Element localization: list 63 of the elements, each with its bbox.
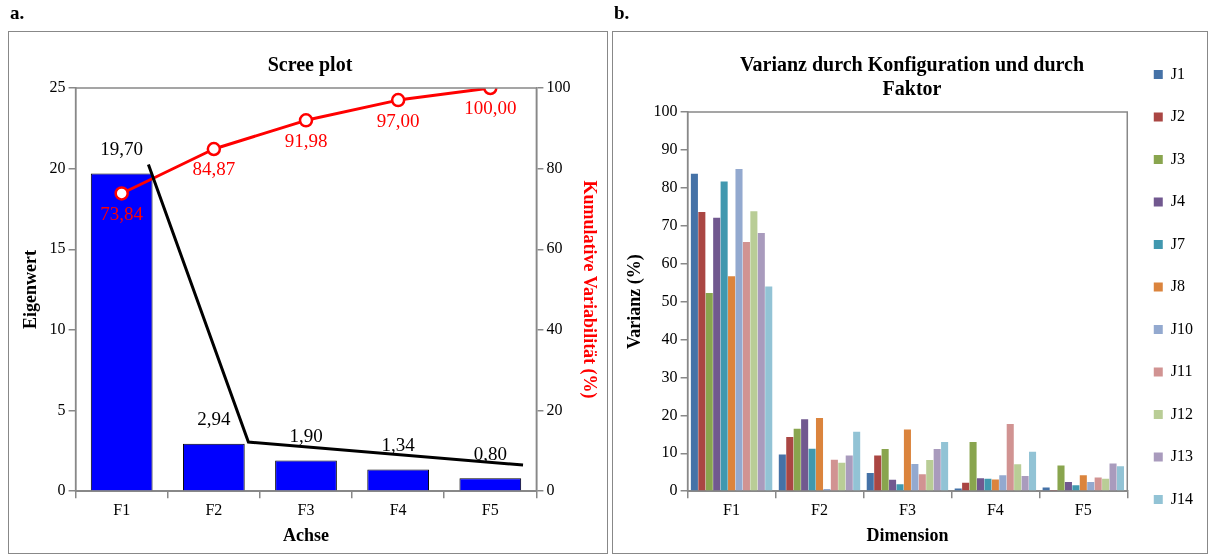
x-tick-label: F4 <box>389 501 407 518</box>
legend-label: J7 <box>1170 234 1186 252</box>
y-axis-title: Varianz (%) <box>624 254 646 350</box>
y-tick-label: 100 <box>653 102 678 120</box>
y-tick-label: 60 <box>661 253 678 271</box>
data-label: 1,90 <box>289 425 323 447</box>
data-label: 100,00 <box>464 97 517 119</box>
y-tick-label: 40 <box>661 329 678 347</box>
y-tick-label: 90 <box>661 140 678 158</box>
y2-tick-label: 100 <box>546 78 571 96</box>
y-tick-label: 15 <box>49 239 66 257</box>
x-tick-label: F1 <box>723 501 741 518</box>
x-axis-title: Dimension <box>866 524 949 545</box>
x-tick-label: F3 <box>898 501 916 518</box>
y-tick-label: 10 <box>49 320 66 338</box>
text: a. <box>10 2 25 24</box>
data-label: 91,98 <box>284 129 328 151</box>
legend-label: J11 <box>1170 362 1193 380</box>
legend-label: J3 <box>1170 149 1186 167</box>
y2-tick-label: 60 <box>546 239 563 257</box>
data-label: 1,34 <box>381 434 416 456</box>
y-tick-label: 0 <box>57 481 66 499</box>
legend-label: J14 <box>1170 489 1194 507</box>
data-label: 0,80 <box>473 442 507 464</box>
x-tick-label: F5 <box>481 501 499 518</box>
y-tick-label: 10 <box>661 443 678 461</box>
text: b. <box>614 2 630 24</box>
data-label: 84,87 <box>192 158 236 180</box>
y2-tick-label: 40 <box>546 320 563 338</box>
y2-tick-label: 20 <box>546 400 563 418</box>
x-tick-label: F2 <box>205 501 223 518</box>
legend-label: J4 <box>1170 192 1186 210</box>
y-tick-label: 30 <box>661 367 678 385</box>
y2-axis-title: Kumulative Variabilität (%) <box>578 180 600 399</box>
x-tick-label: F2 <box>811 501 828 518</box>
y2-tick-label: 80 <box>546 158 563 176</box>
y-tick-label: 0 <box>669 481 678 499</box>
legend-label: J10 <box>1170 319 1194 337</box>
legend-label: J8 <box>1170 277 1186 295</box>
y-tick-label: 80 <box>661 178 678 196</box>
legend-label: J1 <box>1170 64 1186 82</box>
x-tick-label: F4 <box>986 501 1004 518</box>
data-label: 19,70 <box>100 137 144 159</box>
chart-title: Varianz durch Konfiguration und durch Faktor <box>739 53 1085 100</box>
x-tick-label: F3 <box>297 501 315 518</box>
y2-tick-label: 0 <box>546 481 555 499</box>
legend-label: J2 <box>1170 107 1186 125</box>
y-tick-label: 5 <box>57 400 66 418</box>
y-tick-label: 25 <box>49 78 66 96</box>
y-tick-label: 20 <box>49 158 66 176</box>
x-tick-label: F5 <box>1074 501 1092 518</box>
y-tick-label: 20 <box>661 405 678 423</box>
legend-label: J13 <box>1170 447 1194 465</box>
x-tick-label: F1 <box>113 501 131 518</box>
y-tick-label: 50 <box>661 291 678 309</box>
chart-title: Scree plot <box>267 53 353 77</box>
data-label: 2,94 <box>197 408 231 430</box>
data-label: 73,84 <box>100 202 144 224</box>
x-axis-title: Achse <box>283 524 329 545</box>
data-label: 97,00 <box>376 109 420 131</box>
y-tick-label: 70 <box>661 215 678 233</box>
y-axis-title: Eigenwert <box>20 250 41 330</box>
legend-label: J12 <box>1170 404 1194 422</box>
